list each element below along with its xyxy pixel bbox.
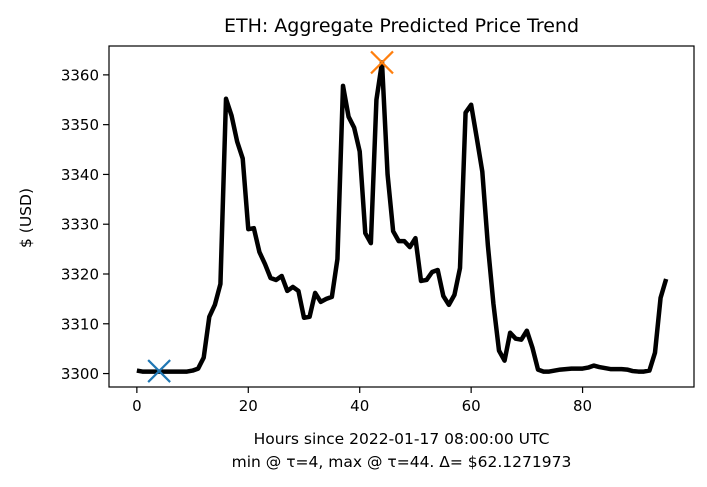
axes: 0 20 40 60 80 3300 3310 3320 3330 3340 3350 3360 — [61, 45, 695, 415]
x-tick-label: 60 — [462, 397, 481, 415]
x-tick-label: 0 — [132, 397, 142, 415]
series-line-0 — [136, 60, 669, 374]
y-axis-title: $ (USD) — [17, 188, 35, 248]
min-marker-stroke-b — [147, 359, 171, 383]
x-tick-label: 20 — [239, 397, 258, 415]
y-tick-label: 3350 — [61, 116, 99, 134]
y-tick-label: 3330 — [61, 216, 99, 234]
y-tick-label: 3360 — [61, 66, 99, 84]
x-tick-label: 40 — [350, 397, 369, 415]
y-tick-label: 3340 — [61, 166, 99, 184]
y-tick-label: 3310 — [61, 315, 99, 333]
x-tick-label: 80 — [573, 397, 592, 415]
min-marker — [147, 359, 171, 383]
plot-area — [136, 50, 669, 383]
y-tick-label: 3320 — [61, 265, 99, 283]
x-axis-title: Hours since 2022-01-17 08:00:00 UTC — [254, 430, 550, 448]
y-tick-label: 3300 — [61, 365, 99, 383]
chart-title: ETH: Aggregate Predicted Price Trend — [224, 15, 579, 37]
axes-frame — [108, 45, 695, 388]
max-marker — [370, 50, 394, 75]
x-axis-subtitle: min @ τ=4, max @ τ=44. Δ= $62.1271973 — [232, 453, 572, 471]
max-marker-stroke-b — [370, 50, 394, 75]
